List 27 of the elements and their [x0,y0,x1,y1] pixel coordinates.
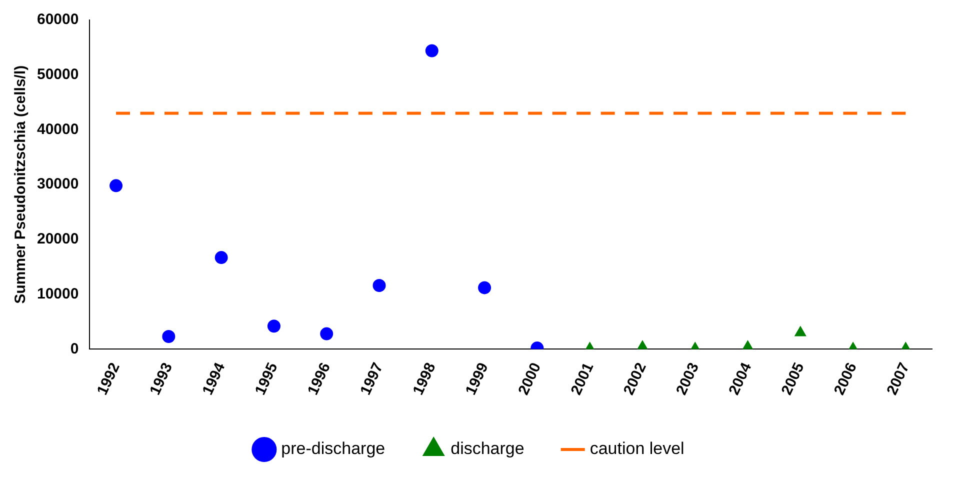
x-tick-label: 1992 [94,360,124,398]
x-tick-label: 2005 [778,360,808,398]
y-tick-label: 40000 [36,120,79,138]
x-tick-label: 2002 [620,360,650,398]
y-tick-label: 60000 [36,11,79,28]
x-tick-label: 1995 [252,360,282,398]
y-tick-label: 50000 [36,66,79,83]
y-axis-title: Summer Pseudonitzschia (cells/l) [12,65,30,304]
y-tick-label: 0 [70,340,79,358]
x-tick-label: 2003 [672,360,702,398]
x-tick-label: 2007 [884,360,914,398]
x-tick-label: 1993 [146,360,176,398]
x-tick-label: 2001 [568,360,598,398]
y-tick-label: 30000 [36,176,79,193]
y-tick-label: 10000 [36,285,79,302]
x-tick-label: 2000 [515,360,545,398]
legend-label: pre-discharge [281,439,386,458]
x-tick-label: 2004 [726,360,756,398]
y-tick-label: 20000 [36,230,79,248]
legend-label: caution level [590,439,684,458]
x-tick-label: 2006 [830,360,860,398]
x-tick-label: 1994 [199,360,229,398]
x-tick-label: 1998 [410,360,440,398]
x-tick-label: 1999 [462,360,492,398]
legend-label: discharge [450,439,524,458]
x-tick-label: 1997 [357,360,387,398]
x-tick-label: 1996 [304,360,334,398]
